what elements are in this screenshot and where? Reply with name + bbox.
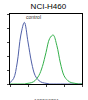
svg-text:control: control [26, 14, 41, 20]
svg-text:NCI-H460: NCI-H460 [31, 2, 67, 11]
svg-text:129583701: 129583701 [34, 98, 59, 100]
